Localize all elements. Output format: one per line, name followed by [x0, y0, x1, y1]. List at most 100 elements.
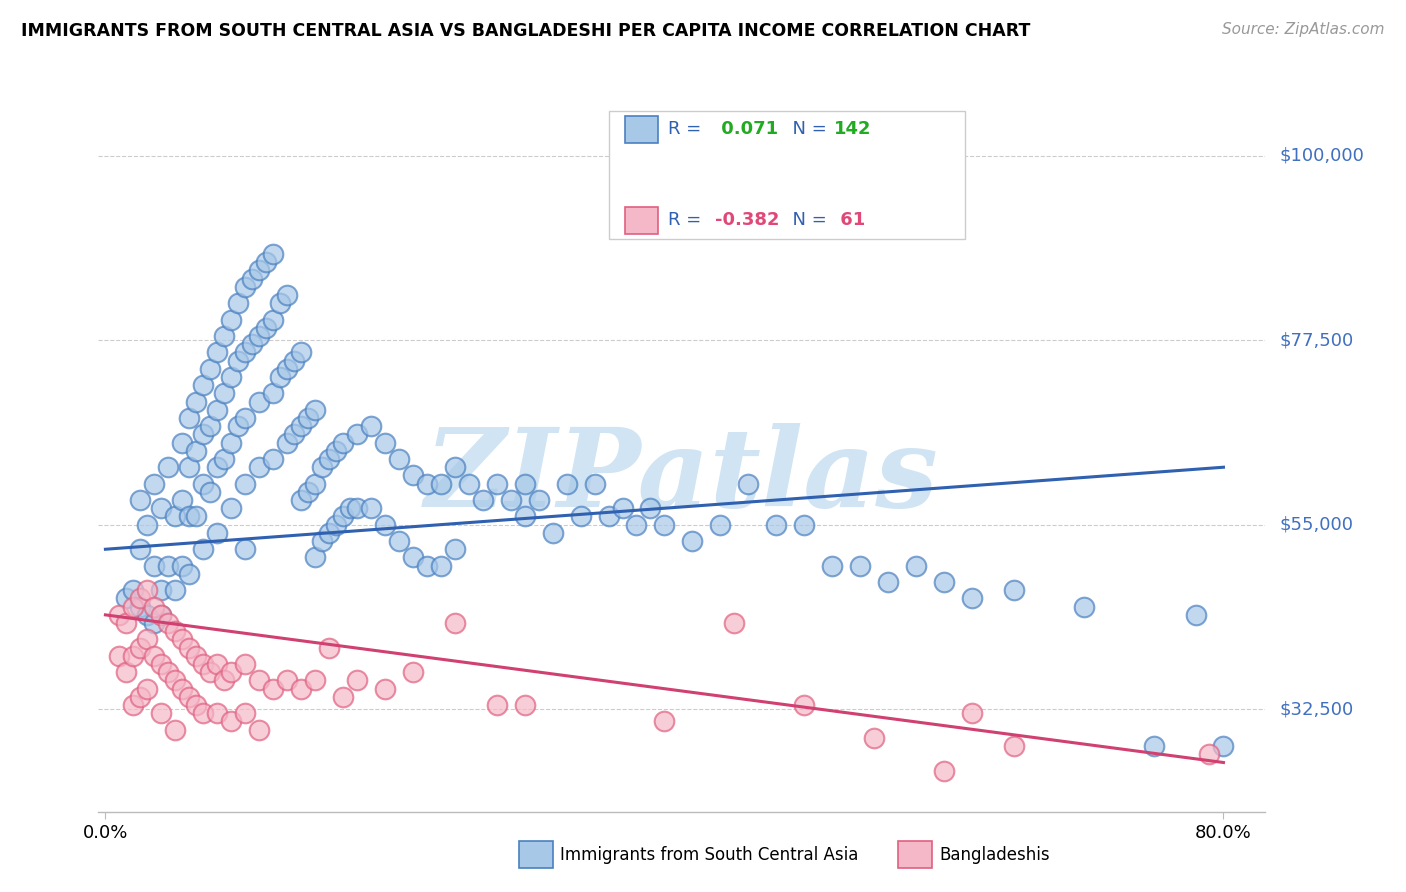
- Point: [283, 353, 305, 368]
- Point: [374, 517, 396, 532]
- Point: [318, 525, 340, 540]
- Point: [360, 419, 382, 434]
- Point: [318, 640, 340, 655]
- Point: [555, 476, 578, 491]
- Point: [122, 583, 145, 598]
- Point: [233, 411, 256, 425]
- Point: [709, 517, 731, 532]
- Point: [541, 525, 564, 540]
- Point: [193, 542, 215, 557]
- Point: [723, 616, 745, 631]
- Point: [172, 681, 194, 696]
- Point: [332, 435, 354, 450]
- Point: [219, 312, 242, 326]
- Point: [150, 657, 173, 671]
- Point: [150, 607, 173, 622]
- Point: [513, 509, 536, 524]
- Text: Immigrants from South Central Asia: Immigrants from South Central Asia: [560, 846, 858, 863]
- Point: [186, 648, 208, 663]
- Text: N =: N =: [780, 211, 832, 229]
- Point: [311, 460, 333, 475]
- Point: [262, 312, 284, 326]
- Point: [122, 599, 145, 614]
- Point: [157, 616, 180, 631]
- Point: [205, 706, 228, 721]
- Point: [193, 706, 215, 721]
- Text: R =: R =: [668, 211, 707, 229]
- Point: [136, 517, 159, 532]
- Point: [416, 476, 439, 491]
- Point: [247, 723, 270, 737]
- Point: [513, 698, 536, 712]
- Point: [165, 723, 187, 737]
- Point: [115, 591, 138, 606]
- Point: [612, 501, 634, 516]
- Point: [108, 607, 131, 622]
- Point: [485, 476, 508, 491]
- Point: [233, 345, 256, 359]
- Text: $32,500: $32,500: [1279, 700, 1354, 718]
- Point: [1002, 583, 1025, 598]
- Point: [430, 558, 453, 573]
- Point: [374, 435, 396, 450]
- Point: [212, 386, 235, 401]
- Point: [200, 419, 222, 434]
- Point: [276, 673, 298, 688]
- Point: [416, 558, 439, 573]
- Point: [388, 534, 411, 549]
- Point: [247, 263, 270, 277]
- Point: [332, 509, 354, 524]
- Point: [304, 476, 326, 491]
- Point: [122, 698, 145, 712]
- Point: [262, 386, 284, 401]
- Point: [157, 558, 180, 573]
- Point: [172, 558, 194, 573]
- Point: [793, 698, 815, 712]
- Text: -0.382: -0.382: [714, 211, 779, 229]
- Point: [172, 435, 194, 450]
- Point: [254, 320, 277, 334]
- Point: [904, 558, 927, 573]
- Point: [849, 558, 872, 573]
- Point: [219, 370, 242, 384]
- Point: [233, 657, 256, 671]
- Point: [793, 517, 815, 532]
- Point: [960, 706, 983, 721]
- Text: $55,000: $55,000: [1279, 516, 1354, 533]
- Point: [877, 575, 900, 590]
- Point: [247, 394, 270, 409]
- Point: [212, 452, 235, 467]
- Point: [1198, 747, 1220, 762]
- Point: [598, 509, 620, 524]
- Point: [485, 698, 508, 712]
- Point: [932, 575, 955, 590]
- Point: [346, 427, 368, 442]
- Text: R =: R =: [668, 120, 707, 138]
- Point: [143, 616, 166, 631]
- Point: [346, 673, 368, 688]
- Point: [205, 402, 228, 417]
- Text: N =: N =: [780, 120, 832, 138]
- Point: [136, 632, 159, 647]
- Point: [129, 493, 152, 508]
- Point: [165, 583, 187, 598]
- Point: [283, 427, 305, 442]
- Point: [150, 501, 173, 516]
- Point: [165, 673, 187, 688]
- Point: [304, 673, 326, 688]
- Point: [471, 493, 494, 508]
- Point: [179, 460, 201, 475]
- Point: [513, 476, 536, 491]
- Point: [157, 665, 180, 680]
- Point: [318, 452, 340, 467]
- Point: [262, 452, 284, 467]
- Point: [640, 501, 662, 516]
- Point: [226, 296, 249, 310]
- Point: [932, 764, 955, 778]
- Point: [360, 501, 382, 516]
- Point: [737, 476, 759, 491]
- Point: [290, 681, 312, 696]
- Point: [443, 460, 465, 475]
- Point: [129, 690, 152, 704]
- Point: [254, 255, 277, 269]
